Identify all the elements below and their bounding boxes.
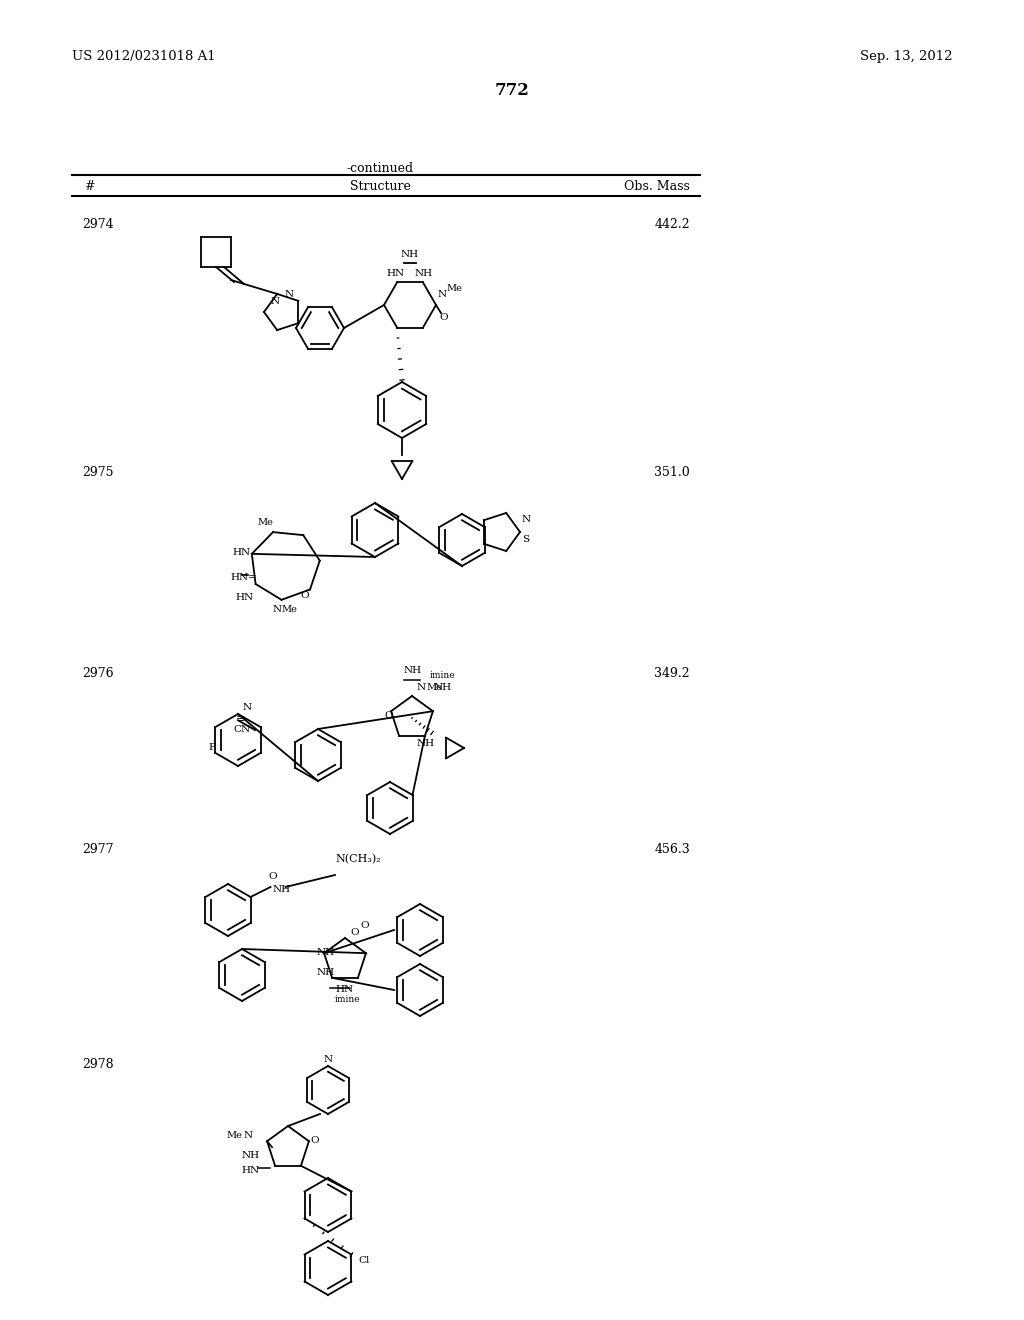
Text: O: O (350, 928, 358, 937)
Text: NH: NH (242, 1151, 260, 1160)
Text: S: S (522, 535, 529, 544)
Text: imine: imine (335, 995, 360, 1005)
Text: 2978: 2978 (82, 1059, 114, 1071)
Text: 351.0: 351.0 (654, 466, 690, 479)
Text: N: N (285, 290, 294, 300)
Text: 2976: 2976 (82, 667, 114, 680)
Text: Cl: Cl (358, 1257, 370, 1265)
Text: N: N (438, 290, 447, 300)
Text: O: O (310, 1137, 318, 1144)
Text: NH: NH (317, 968, 335, 977)
Text: Me: Me (226, 1131, 242, 1140)
Text: HN: HN (234, 593, 253, 602)
Text: NH: NH (272, 884, 291, 894)
Text: Obs. Mass: Obs. Mass (624, 180, 690, 193)
Text: O: O (300, 591, 308, 601)
Text: HN: HN (387, 269, 406, 279)
Text: HN: HN (242, 1166, 260, 1175)
Text: N: N (324, 1055, 333, 1064)
Text: Structure: Structure (349, 180, 411, 193)
Text: CN: CN (233, 725, 250, 734)
Text: O: O (268, 873, 278, 880)
Text: Sep. 13, 2012: Sep. 13, 2012 (859, 50, 952, 63)
Text: N: N (270, 297, 280, 306)
Text: HN: HN (232, 548, 250, 557)
Text: NH: NH (317, 948, 335, 957)
Text: Me: Me (281, 605, 297, 614)
Text: F: F (208, 743, 215, 752)
Text: 442.2: 442.2 (654, 218, 690, 231)
Text: Me: Me (446, 284, 462, 293)
Text: N: N (522, 515, 531, 524)
Text: NH: NH (404, 667, 422, 675)
Text: ≡: ≡ (236, 714, 246, 723)
Text: N(CH₃)₂: N(CH₃)₂ (335, 854, 381, 865)
Text: HN=: HN= (230, 573, 257, 582)
Text: NH: NH (401, 249, 419, 259)
Text: NH: NH (417, 739, 435, 748)
Text: O: O (384, 711, 392, 719)
Text: 349.2: 349.2 (654, 667, 690, 680)
Text: N: N (417, 682, 426, 692)
Text: O: O (360, 921, 369, 931)
Text: 456.3: 456.3 (654, 843, 690, 855)
Text: O: O (439, 313, 447, 322)
Text: US 2012/0231018 A1: US 2012/0231018 A1 (72, 50, 216, 63)
Text: imine: imine (430, 671, 456, 680)
Text: 2974: 2974 (82, 218, 114, 231)
Text: -continued: -continued (346, 162, 414, 176)
Text: Me: Me (257, 517, 273, 527)
Text: 2975: 2975 (82, 466, 114, 479)
Text: 772: 772 (495, 82, 529, 99)
Text: N: N (244, 1131, 253, 1140)
Text: N: N (243, 704, 252, 711)
Text: 2977: 2977 (82, 843, 114, 855)
Text: NH: NH (434, 682, 453, 692)
Text: NH: NH (415, 269, 433, 279)
Text: #: # (84, 180, 94, 193)
Text: N: N (273, 605, 283, 614)
Text: Me: Me (426, 682, 442, 692)
Text: HN: HN (335, 985, 353, 994)
